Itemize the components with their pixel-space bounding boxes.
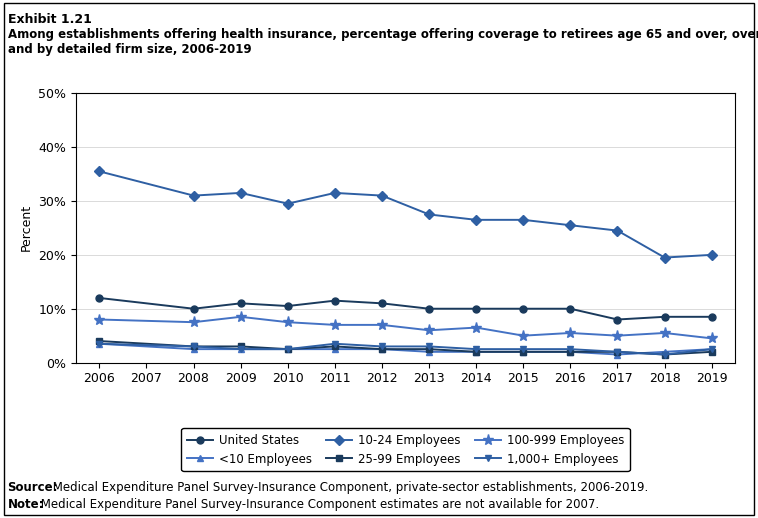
Text: Medical Expenditure Panel Survey-Insurance Component estimates are not available: Medical Expenditure Panel Survey-Insuran… <box>37 498 600 511</box>
Legend: United States, <10 Employees, 10-24 Employees, 25-99 Employees, 100-999 Employee: United States, <10 Employees, 10-24 Empl… <box>181 428 630 471</box>
Text: Among establishments offering health insurance, percentage offering coverage to : Among establishments offering health ins… <box>8 28 758 56</box>
Text: Medical Expenditure Panel Survey-Insurance Component, private-sector establishme: Medical Expenditure Panel Survey-Insuran… <box>49 481 649 494</box>
Text: Source:: Source: <box>8 481 58 494</box>
Text: Note:: Note: <box>8 498 44 511</box>
Text: Exhibit 1.21: Exhibit 1.21 <box>8 13 92 26</box>
Y-axis label: Percent: Percent <box>20 205 33 251</box>
